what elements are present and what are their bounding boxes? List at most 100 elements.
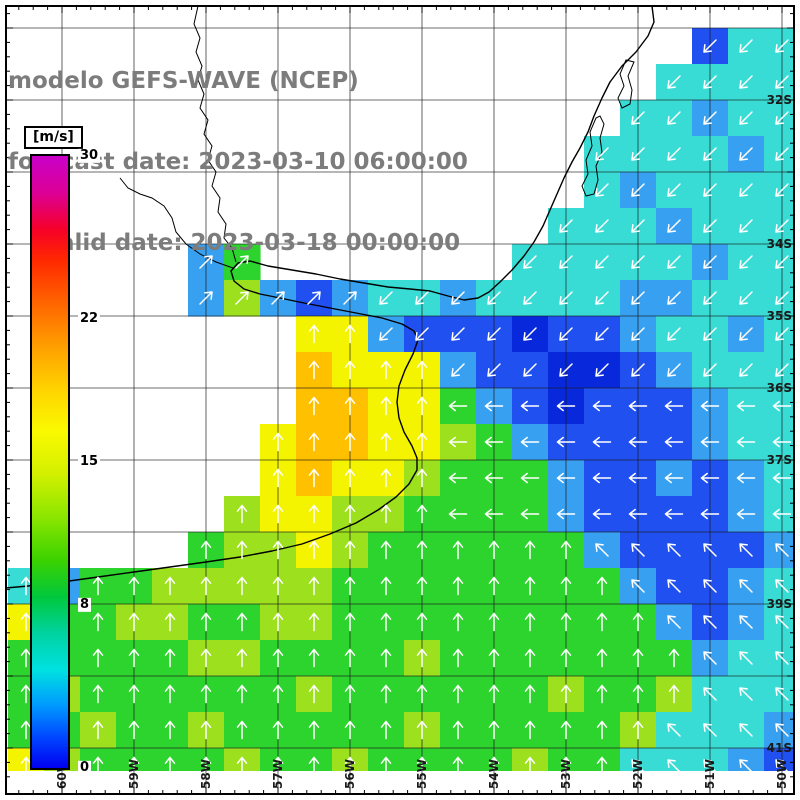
coastline-layer (5, 5, 655, 589)
wave-direction-arrow (592, 436, 612, 448)
wave-direction-arrow (484, 400, 504, 412)
wave-direction-arrow (772, 508, 792, 520)
wave-direction-arrow (667, 147, 681, 161)
wave-direction-arrow (775, 723, 789, 737)
wave-direction-arrow (344, 540, 356, 560)
lon-label: 54W (487, 759, 501, 789)
wave-direction-arrow (559, 291, 573, 305)
wave-direction-arrow (271, 291, 285, 305)
lat-label: 32S (767, 93, 792, 107)
wave-direction-arrow (739, 363, 753, 377)
wave-direction-arrow (92, 612, 104, 632)
map-frame (5, 5, 795, 795)
wave-direction-arrow (452, 720, 464, 740)
wave-direction-arrow (379, 291, 393, 305)
wave-direction-arrow (703, 255, 717, 269)
wave-direction-arrow (524, 576, 536, 596)
wave-direction-arrow (524, 648, 536, 668)
wave-direction-arrow (520, 400, 540, 412)
wave-direction-arrow (344, 324, 356, 344)
wave-direction-arrow (596, 684, 608, 704)
wave-direction-arrow (664, 436, 684, 448)
wave-direction-arrow (451, 363, 465, 377)
wave-direction-arrow (20, 756, 32, 771)
river-path (617, 59, 635, 109)
wave-direction-arrow (272, 468, 284, 488)
field-cell (764, 208, 794, 245)
wave-direction-arrow (739, 615, 753, 629)
wave-direction-arrow (524, 756, 536, 771)
wave-direction-arrow (451, 327, 465, 341)
wave-direction-arrow (344, 756, 356, 771)
wave-direction-arrow (775, 759, 789, 771)
wave-direction-arrow (128, 576, 140, 596)
coastline-path (5, 5, 655, 589)
wave-direction-arrow (380, 648, 392, 668)
wave-direction-arrow (164, 756, 176, 771)
wave-direction-arrow (416, 468, 428, 488)
wave-direction-arrow (308, 576, 320, 596)
wave-direction-arrow (556, 400, 576, 412)
wave-direction-arrow (199, 291, 213, 305)
wave-direction-arrow (595, 147, 609, 161)
wave-direction-arrow (380, 612, 392, 632)
wave-direction-arrow (236, 684, 248, 704)
colorbar-tick-label: 15 (78, 453, 101, 470)
wave-direction-arrow (452, 576, 464, 596)
plot-title-block: modelo GEFS-WAVE (NCEP) forecast date: 2… (8, 14, 468, 284)
wave-direction-arrow (200, 684, 212, 704)
wave-direction-arrow (272, 540, 284, 560)
wave-direction-arrow (559, 219, 573, 233)
wave-direction-arrow (560, 756, 572, 771)
wave-direction-arrow (739, 291, 753, 305)
wave-direction-arrow (595, 363, 609, 377)
lon-label: 53W (559, 759, 573, 789)
lon-label: 56W (343, 759, 357, 789)
wave-direction-arrow (703, 111, 717, 125)
wave-direction-arrow (703, 183, 717, 197)
wave-direction-arrow (739, 75, 753, 89)
wave-direction-arrow (700, 472, 720, 484)
wave-direction-arrow (664, 472, 684, 484)
wave-direction-arrow (164, 720, 176, 740)
wave-direction-arrow (452, 540, 464, 560)
wave-direction-arrow (308, 684, 320, 704)
wave-direction-arrow (128, 756, 140, 771)
wave-direction-arrow (199, 255, 213, 269)
wave-direction-arrow (664, 508, 684, 520)
lon-label: 59W (127, 759, 141, 789)
wave-direction-arrow (667, 579, 681, 593)
wave-direction-arrow (775, 39, 789, 53)
field-cell (728, 748, 765, 771)
wave-direction-arrow (380, 684, 392, 704)
wave-direction-arrow (380, 396, 392, 416)
wave-direction-arrow (380, 468, 392, 488)
wave-direction-arrow (775, 651, 789, 665)
wave-direction-arrow (700, 508, 720, 520)
wave-direction-arrow (308, 756, 320, 771)
wave-direction-arrow (380, 756, 392, 771)
wave-direction-arrow (380, 720, 392, 740)
wave-direction-arrow (380, 540, 392, 560)
wave-direction-arrow (560, 612, 572, 632)
wave-direction-arrow (200, 540, 212, 560)
wave-direction-arrow (344, 396, 356, 416)
wave-direction-arrow (344, 720, 356, 740)
wave-direction-arrow (667, 759, 681, 771)
wave-direction-arrow (380, 504, 392, 524)
wave-direction-arrow (628, 400, 648, 412)
wave-direction-arrow (272, 504, 284, 524)
wave-direction-arrow (631, 759, 645, 771)
wave-direction-arrow (559, 327, 573, 341)
wave-direction-arrow (595, 219, 609, 233)
wave-direction-arrow (344, 432, 356, 452)
lat-label: 36S (767, 381, 792, 395)
wave-direction-arrow (416, 360, 428, 380)
wave-direction-arrow (667, 183, 681, 197)
wave-direction-arrow (775, 147, 789, 161)
wave-direction-arrow (452, 684, 464, 704)
field-cell (656, 748, 693, 771)
wave-direction-arrow (484, 472, 504, 484)
colorbar: [m/s] 30 22 15 8 0 (22, 126, 101, 776)
